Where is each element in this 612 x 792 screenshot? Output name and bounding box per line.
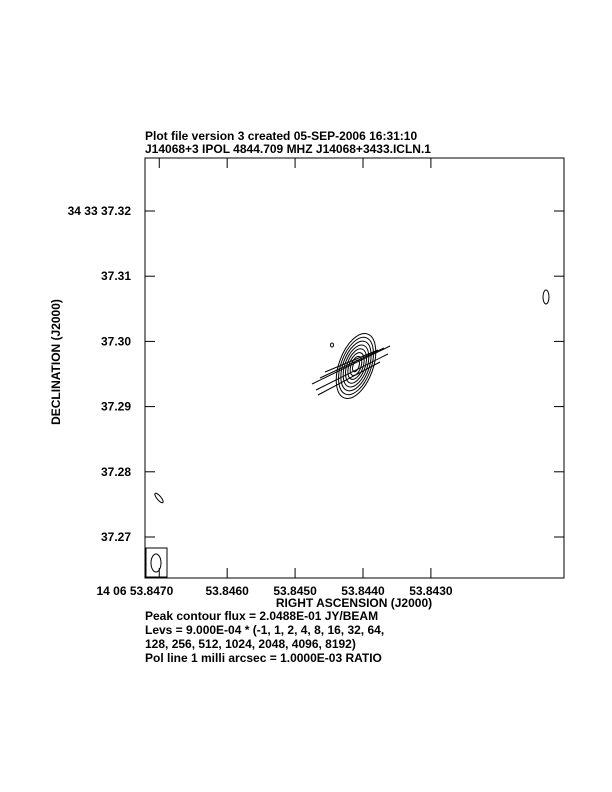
x-tick-label: 53.8460 xyxy=(205,584,249,598)
contours xyxy=(335,333,377,399)
y-tick-label: 37.28 xyxy=(101,465,131,479)
y-tick-label: 37.30 xyxy=(101,334,131,348)
contour xyxy=(330,342,334,348)
beam-box xyxy=(145,547,168,578)
y-axis-label: DECLINATION (J2000) xyxy=(49,299,63,425)
title-line: Plot file version 3 created 05-SEP-2006 … xyxy=(145,129,417,143)
note: Peak contour flux = 2.0488E-01 JY/BEAM xyxy=(145,609,378,623)
contour xyxy=(154,492,164,504)
axes: 14 06 53.8470 53.8460 53.8450 53.8440 53.843… xyxy=(68,158,564,598)
x-tick-label: 53.8430 xyxy=(409,584,453,598)
contour xyxy=(542,289,550,305)
title-line: J14068+3 IPOL 4844.709 MHZ J14068+3433.I… xyxy=(145,142,431,156)
x-tick-label: 53.8450 xyxy=(273,584,317,598)
x-tick-label: 14 06 53.8470 xyxy=(97,584,174,598)
y-tick-label: 37.27 xyxy=(101,530,131,544)
y-tick-label: 37.31 xyxy=(101,269,131,283)
note: Levs = 9.000E-04 * (-1, 1, 2, 4, 8, 16, … xyxy=(145,623,384,637)
beam xyxy=(150,553,162,573)
note: Pol line 1 milli arcsec = 1.0000E-03 RAT… xyxy=(145,651,382,665)
y-tick-label: 34 33 37.32 xyxy=(68,204,132,218)
y-tick-label: 37.29 xyxy=(101,400,131,414)
x-axis-label: RIGHT ASCENSION (J2000) xyxy=(276,596,432,610)
x-tick-label: 53.8440 xyxy=(341,584,385,598)
pol-lines xyxy=(311,345,391,396)
plot-frame xyxy=(144,157,565,579)
note: 128, 256, 512, 1024, 2048, 4096, 8192) xyxy=(145,637,356,651)
